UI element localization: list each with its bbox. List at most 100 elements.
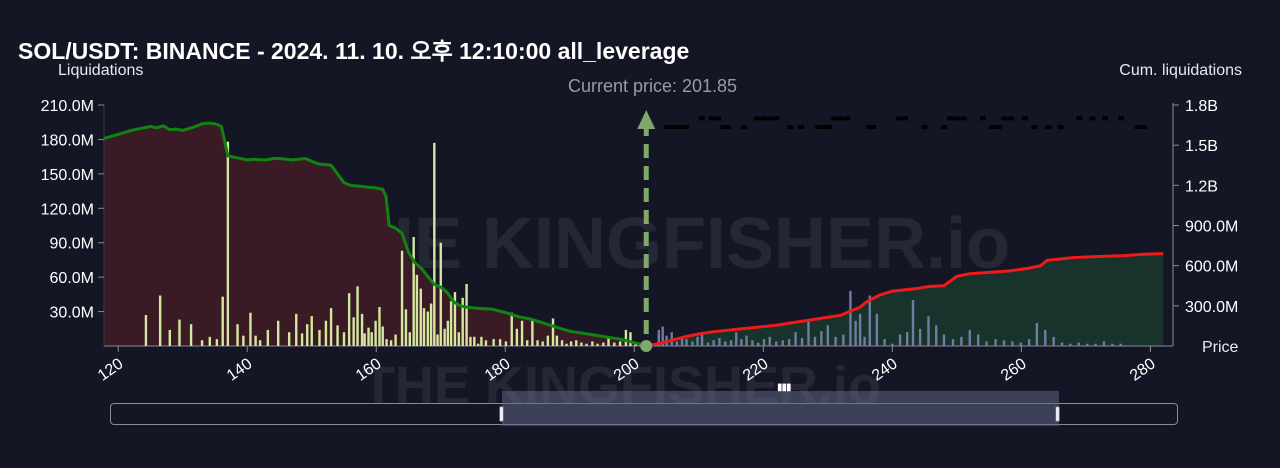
y-axis-right-label: Cum. liquidations [1119, 62, 1242, 79]
bar-above-price [696, 336, 699, 346]
x-axis-label: Price [1202, 339, 1239, 356]
right-tick-label: 1.2B [1185, 178, 1218, 195]
bar-above-price [813, 336, 817, 346]
bar-below-price [419, 288, 422, 346]
cum-top-marker [797, 125, 804, 130]
bar-below-price [624, 329, 628, 346]
cum-top-marker [670, 125, 677, 130]
cum-top-marker [715, 116, 722, 121]
bar-above-price [706, 342, 710, 346]
right-tick-label: 1.5B [1185, 138, 1218, 155]
navigator-right-handle[interactable] [1055, 406, 1060, 422]
cum-top-marker [989, 125, 996, 130]
right-tick-label: 900.0M [1185, 219, 1238, 236]
cumulative-top-markers [663, 116, 1147, 130]
bar-above-price [718, 337, 721, 346]
bar-above-price [775, 341, 778, 346]
bar-above-price [1011, 341, 1014, 346]
bar-below-price [168, 329, 172, 346]
cum-top-marker [708, 116, 715, 121]
cumulative-lines [103, 121, 1164, 348]
cum-top-marker [773, 116, 780, 121]
bar-above-price [1019, 342, 1022, 346]
bar-below-price [378, 306, 381, 346]
bar-below-price [306, 324, 309, 346]
cum-top-marker [676, 125, 683, 130]
x-tick-label: 280 [1127, 355, 1159, 384]
bar-below-price [426, 311, 430, 346]
cum-top-marker [895, 116, 902, 121]
bar-above-price [968, 329, 971, 346]
bar-below-price [347, 293, 351, 346]
cum-top-marker [831, 116, 838, 121]
bar-below-price [300, 333, 304, 346]
bar-below-price [585, 343, 588, 346]
bar-above-price [951, 339, 955, 346]
bar-below-price [429, 303, 433, 346]
bar-below-price [200, 340, 204, 346]
navigator-left-handle[interactable] [499, 406, 504, 422]
cum-top-marker [699, 116, 706, 121]
bar-below-price [249, 312, 252, 346]
bar-above-price [883, 339, 886, 346]
bar-below-price [258, 340, 262, 346]
bar-below-price [446, 320, 450, 346]
bar-above-price [842, 334, 845, 346]
bar-above-price [863, 336, 866, 346]
bar-above-price [794, 332, 797, 346]
bar-below-price [408, 332, 411, 346]
bar-below-price [342, 332, 346, 346]
bar-below-price [476, 343, 480, 346]
bar-below-price [443, 328, 446, 346]
bar-below-price [480, 336, 483, 346]
cum-top-marker [1118, 116, 1125, 121]
bar-below-price [504, 341, 508, 346]
bar-below-price [510, 312, 513, 346]
cum-top-marker [760, 116, 767, 121]
bar-below-price [266, 329, 270, 346]
bar-above-price [1002, 340, 1006, 346]
bar-above-price [657, 329, 661, 346]
right-tick-label: 300.0M [1185, 299, 1238, 316]
bar-above-price [820, 331, 823, 346]
bar-below-price [484, 340, 488, 346]
bar-above-price [1111, 343, 1114, 346]
current-price-arrow-icon [637, 110, 656, 129]
bar-above-price [745, 335, 748, 346]
bar-below-price [226, 141, 230, 346]
bar-above-price [1119, 343, 1122, 346]
range-navigator[interactable]: ▮▮▮ [110, 383, 1178, 426]
bar-below-price [189, 324, 193, 346]
left-tick-label: 180.0M [41, 132, 94, 149]
bar-above-price [1085, 343, 1089, 346]
bar-below-price [607, 336, 610, 346]
bar-below-price [356, 286, 359, 346]
cum-top-marker [1001, 116, 1008, 121]
bar-below-price [618, 341, 622, 346]
right-tick-label: 600.0M [1185, 259, 1238, 276]
left-tick-label: 60.0M [50, 270, 94, 287]
cum-top-marker [663, 125, 670, 130]
bar-above-price [700, 334, 704, 346]
y-axis-left-label: Liquidations [58, 62, 144, 79]
bar-above-price [729, 340, 733, 346]
navigator-grip-icon[interactable]: ▮▮▮ [777, 382, 791, 393]
cum-top-marker [940, 125, 947, 130]
cum-top-marker [720, 125, 727, 130]
bar-above-price [854, 320, 857, 346]
bar-below-price [400, 250, 404, 346]
navigator-selected-range[interactable]: ▮▮▮ [502, 383, 1059, 426]
bar-below-price [457, 332, 461, 346]
bar-above-price [1035, 323, 1039, 346]
bar-above-price [800, 337, 804, 346]
current-price-dot [640, 340, 653, 352]
cum-top-marker [1102, 116, 1109, 121]
bar-above-price [942, 334, 946, 346]
bar-below-price [412, 236, 415, 346]
bar-below-price [336, 325, 339, 346]
cumulative-fills [104, 123, 1164, 346]
bar-below-price [208, 336, 212, 346]
bar-below-price [352, 317, 355, 346]
bar-above-price [1102, 341, 1106, 346]
